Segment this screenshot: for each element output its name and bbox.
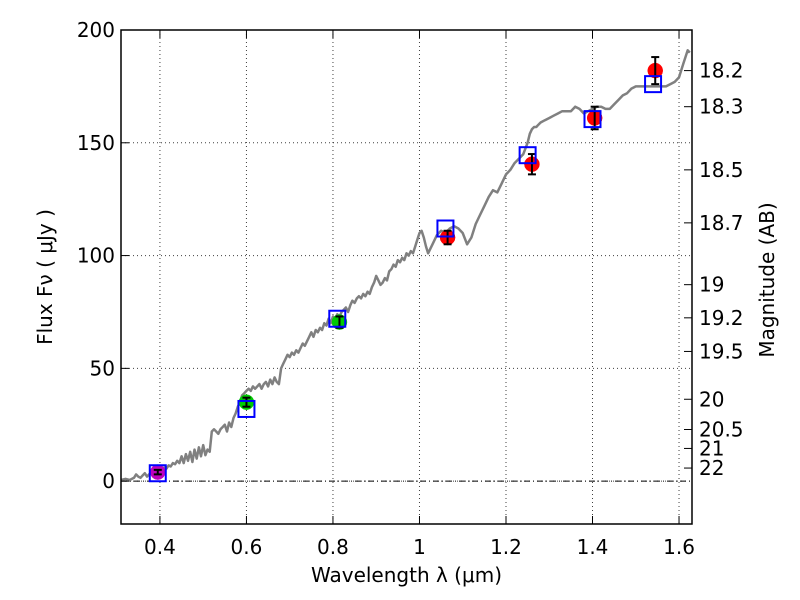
- right-tick-label: 18.7: [699, 211, 744, 235]
- right-tick-label: 18.5: [699, 158, 744, 182]
- model-flux-square: [644, 75, 663, 94]
- y-tick-label: 100: [77, 244, 115, 268]
- right-tick-label: 22: [699, 456, 724, 480]
- data-points: [148, 56, 663, 483]
- model-spectrum-line: [120, 49, 691, 482]
- model-flux-square: [583, 110, 602, 129]
- plot-frame: [120, 29, 693, 525]
- y-axis-label-right: Magnitude (AB): [755, 202, 779, 357]
- right-tick-label: 19: [699, 273, 724, 297]
- x-tick-label: 0.6: [231, 535, 263, 559]
- right-tick-label: 20.5: [699, 417, 744, 441]
- right-tick-label: 21: [699, 436, 724, 460]
- axis-ticks: 0.4 0.6 0.8 1 1.2 1.4 1.6 0 50 100 150 200 18.2 18.3 1…: [77, 18, 744, 559]
- y-axis-label-left: Flux Fν ( μJy ): [33, 209, 57, 345]
- x-tick-label: 0.8: [317, 535, 349, 559]
- right-tick-label: 19.2: [699, 306, 744, 330]
- x-axis-label: Wavelength λ (μm): [311, 563, 502, 587]
- x-tick-label: 1.6: [663, 535, 695, 559]
- y-tick-label: 200: [77, 18, 115, 42]
- right-tick-label: 18.3: [699, 95, 744, 119]
- right-tick-label: 19.5: [699, 339, 744, 363]
- y-tick-label: 50: [90, 356, 115, 380]
- model-flux-square: [518, 146, 537, 165]
- right-tick-label: 18.2: [699, 59, 744, 83]
- model-flux-square: [237, 399, 256, 418]
- right-tick-label: 20: [699, 387, 724, 411]
- x-tick-label: 1.2: [490, 535, 522, 559]
- y-tick-label: 150: [77, 131, 115, 155]
- y-tick-label: 0: [102, 469, 115, 493]
- x-tick-label: 1.4: [577, 535, 609, 559]
- model-flux-square: [436, 219, 455, 238]
- x-tick-label: 0.4: [144, 535, 176, 559]
- model-flux-square: [148, 464, 167, 483]
- x-tick-label: 1: [413, 535, 426, 559]
- model-flux-square: [328, 309, 347, 328]
